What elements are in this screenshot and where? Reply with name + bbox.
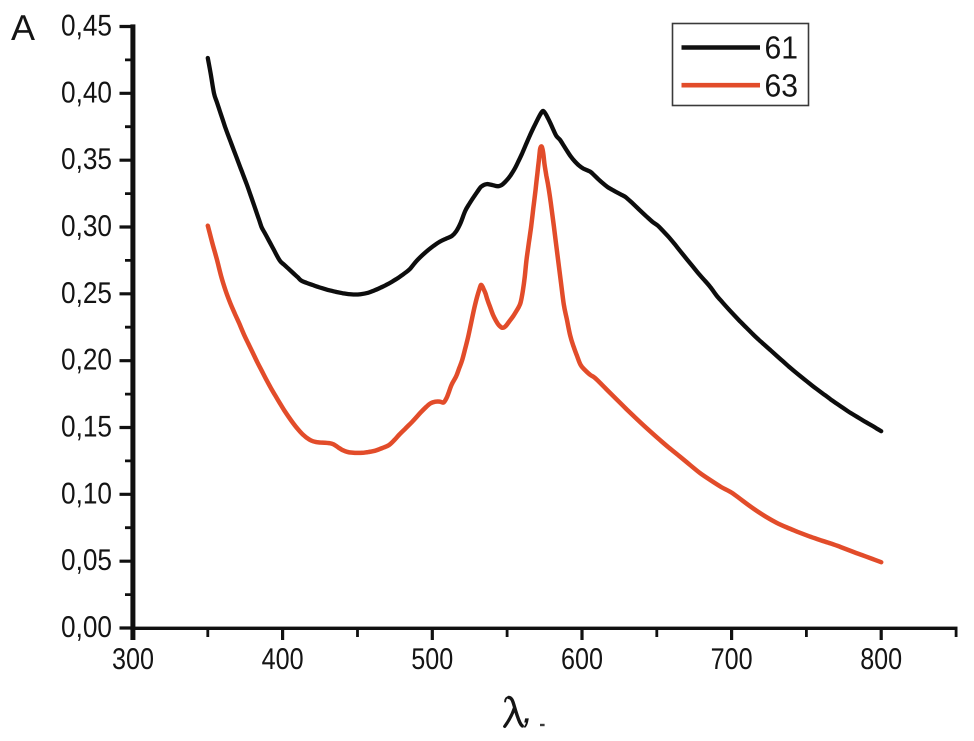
svg-text:600: 600: [561, 643, 603, 676]
svg-text:0,00: 0,00: [61, 611, 112, 644]
svg-text:0,45: 0,45: [61, 10, 112, 43]
svg-text:0,15: 0,15: [61, 411, 112, 444]
svg-text:63: 63: [765, 67, 799, 103]
svg-text:0,30: 0,30: [61, 210, 112, 243]
svg-text:500: 500: [411, 643, 453, 676]
svg-text:700: 700: [711, 643, 753, 676]
svg-text:,: ,: [523, 689, 534, 732]
svg-text:0,10: 0,10: [61, 477, 112, 510]
svg-text:300: 300: [112, 643, 154, 676]
svg-text:0,40: 0,40: [61, 76, 112, 109]
svg-text:0,20: 0,20: [61, 344, 112, 377]
svg-text:800: 800: [860, 643, 902, 676]
svg-text:0,25: 0,25: [61, 277, 112, 310]
svg-text:400: 400: [262, 643, 304, 676]
svg-text:0,35: 0,35: [61, 143, 112, 176]
svg-text:61: 61: [765, 29, 799, 65]
svg-text:0,05: 0,05: [61, 544, 112, 577]
svg-text:A: A: [11, 7, 35, 48]
